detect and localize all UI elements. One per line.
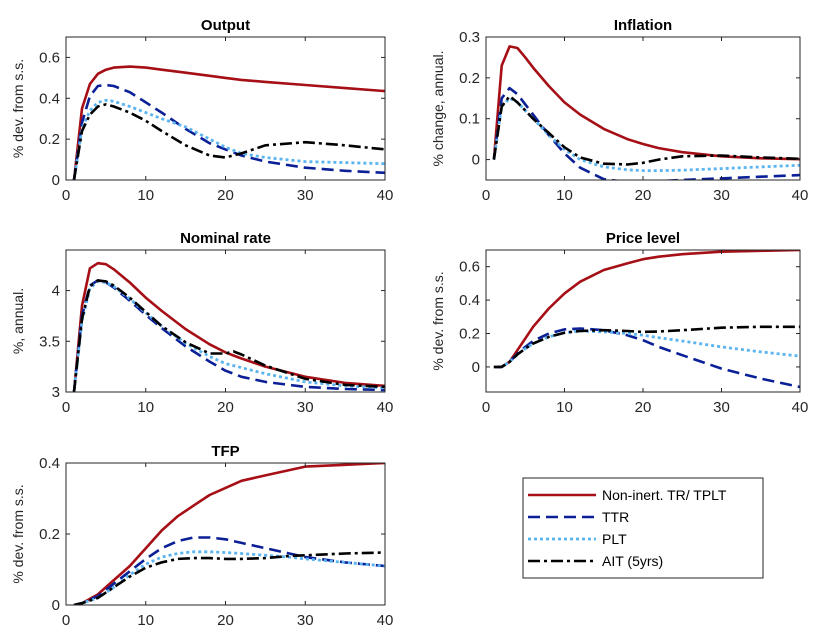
y-tick-label: 0.3 (459, 29, 480, 46)
y-tick-label: 0.2 (459, 70, 480, 87)
x-tick-label: 30 (297, 612, 314, 629)
y-tick-label: 0.6 (459, 259, 480, 276)
x-tick-label: 0 (482, 187, 490, 204)
chart-title: Output (201, 17, 250, 34)
panel-inflation: 0 10 20 30 40 0 0.1 0.2 0.3 Inflation % change, an… (430, 17, 808, 204)
x-tick-label: 40 (377, 399, 394, 416)
x-tick-label: 20 (217, 612, 234, 629)
x-tick-label: 10 (556, 399, 573, 416)
y-tick-label: 3 (52, 384, 60, 401)
y-tick-label: 0 (52, 172, 60, 189)
y-axis-label: % dev. from s.s. (10, 484, 26, 583)
chart-title: TFP (211, 443, 239, 460)
chart-title: Nominal rate (180, 230, 271, 247)
x-tick-label: 20 (217, 187, 234, 204)
x-tick-label: 0 (62, 612, 70, 629)
series-line-ait-5yrs (493, 325, 800, 369)
y-tick-label: 0 (472, 359, 480, 376)
chart-title: Inflation (614, 17, 672, 34)
legend-label-plt: PLT (602, 531, 627, 547)
y-tick-label: 0.4 (39, 90, 60, 107)
x-tick-label: 10 (137, 187, 154, 204)
chart-title: Price level (606, 230, 680, 247)
series-line-non-inert-tr-tplt (72, 65, 385, 180)
y-tick-label: 0.2 (39, 131, 60, 148)
y-tick-label: 0 (472, 152, 480, 169)
x-tick-label: 30 (713, 399, 730, 416)
y-axis-label: % dev. from s.s. (10, 59, 26, 158)
series-line-ttr (492, 86, 800, 180)
x-tick-label: 20 (217, 399, 234, 416)
y-tick-label: 0 (52, 597, 60, 614)
x-tick-label: 20 (635, 399, 652, 416)
plot-area (66, 37, 385, 180)
y-axis-label: % change, annual. (430, 51, 446, 167)
x-tick-label: 30 (297, 399, 314, 416)
x-tick-label: 30 (297, 187, 314, 204)
series-line-non-inert-tr-tplt (72, 261, 385, 392)
x-tick-label: 40 (377, 187, 394, 204)
y-tick-label: 0.1 (459, 111, 480, 128)
y-axis-label: % dev. from s.s. (430, 271, 446, 370)
series-line-non-inert-tr-tplt (492, 45, 800, 161)
series-line-non-inert-tr-tplt (493, 250, 800, 369)
legend-label-ttr: TTR (602, 509, 629, 525)
x-tick-label: 0 (62, 187, 70, 204)
series-line-ttr (72, 83, 385, 180)
x-tick-label: 40 (377, 612, 394, 629)
series-line-plt (73, 550, 385, 605)
y-tick-label: 4 (52, 283, 60, 300)
y-tick-label: 0.4 (459, 292, 480, 309)
panel-output: 0 10 20 30 40 0 0.2 0.4 0.6 Output % dev. from s.s… (10, 17, 393, 204)
x-tick-label: 40 (792, 399, 809, 416)
series-line-ait-5yrs (492, 94, 800, 166)
legend-label-non-inert-tr-tplt: Non-inert. TR/ TPLT (602, 487, 727, 503)
y-tick-label: 3.5 (39, 333, 60, 350)
series-line-ait-5yrs (72, 103, 385, 180)
series-line-ait-5yrs (72, 279, 385, 392)
y-axis-label: %, annual. (10, 288, 26, 354)
panel-nominal-rate: 0 10 20 30 40 3 3.5 4 Nominal rate %, annual. (10, 230, 393, 416)
x-tick-label: 40 (792, 187, 809, 204)
panel-price-level: 0 10 20 30 40 0 0.2 0.4 0.6 Price level % dev. fro… (430, 230, 808, 416)
x-tick-label: 0 (62, 399, 70, 416)
plot-area (486, 250, 800, 392)
y-tick-label: 0.4 (39, 455, 60, 472)
x-tick-label: 10 (137, 399, 154, 416)
y-tick-label: 0.6 (39, 49, 60, 66)
y-tick-label: 0.2 (459, 326, 480, 343)
x-tick-label: 20 (635, 187, 652, 204)
y-tick-label: 0.2 (39, 526, 60, 543)
x-tick-label: 10 (556, 187, 573, 204)
x-tick-label: 0 (482, 399, 490, 416)
series-line-ait-5yrs (73, 551, 385, 605)
legend-label-ait-5yrs: AIT (5yrs) (602, 553, 663, 569)
panel-tfp: 0 10 20 30 40 0 0.2 0.4 TFP % dev. from s.s. (10, 443, 393, 629)
legend: Non-inert. TR/ TPLT TTR PLT AIT (5yrs) (522, 477, 764, 579)
series-line-non-inert-tr-tplt (73, 463, 385, 605)
x-tick-label: 10 (137, 612, 154, 629)
series-line-plt (72, 98, 385, 180)
x-tick-label: 30 (713, 187, 730, 204)
